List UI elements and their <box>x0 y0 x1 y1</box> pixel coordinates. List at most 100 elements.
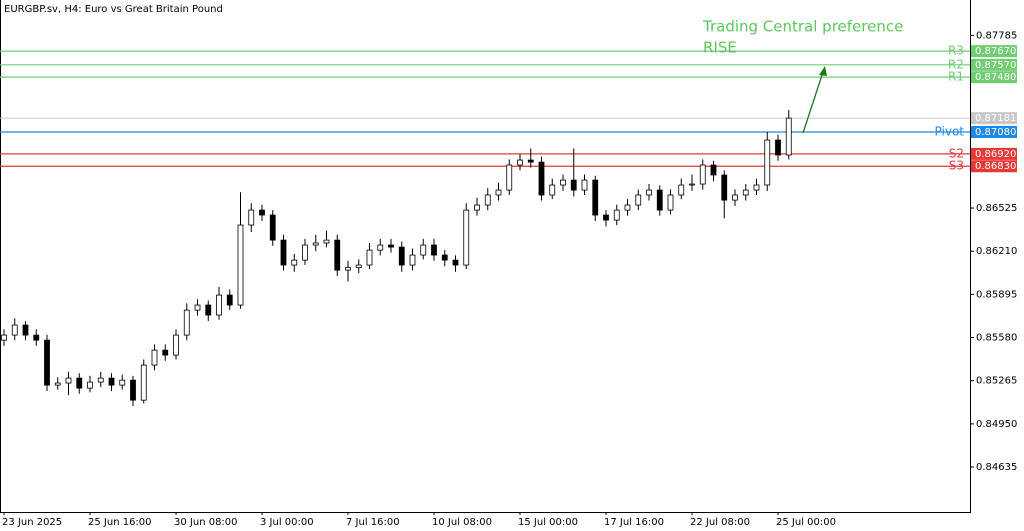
candle-body <box>355 264 362 269</box>
current-price-label: 0.87181 <box>975 113 1016 124</box>
annotation: RISE <box>703 39 737 57</box>
candle-body <box>678 184 685 196</box>
candle-body <box>334 239 341 271</box>
candle-body <box>581 179 588 191</box>
level-name: Pivot <box>935 124 965 138</box>
candle-body <box>431 244 437 256</box>
candle-body <box>162 349 169 356</box>
candle-body <box>44 339 50 386</box>
level-name: S3 <box>949 159 964 173</box>
level-box <box>971 45 1017 58</box>
candle-body <box>635 194 642 206</box>
candle-body <box>54 382 61 386</box>
candle-body <box>216 294 222 316</box>
candle-body <box>570 179 577 191</box>
candle-body <box>517 159 523 166</box>
level-price-label: 0.87480 <box>975 72 1016 83</box>
candle-body <box>269 214 276 241</box>
level-name: S2 <box>949 146 964 160</box>
candle-body <box>291 259 298 266</box>
candle-body <box>452 259 459 266</box>
x-tick-label: 22 Jul 08:00 <box>690 517 750 528</box>
candle-body <box>775 139 781 156</box>
candle-body <box>742 189 749 196</box>
candle-body <box>667 194 674 211</box>
candle-body <box>97 377 104 383</box>
candle-body <box>613 209 620 221</box>
x-tick-label: 15 Jul 00:00 <box>518 517 578 528</box>
y-tick-label: 0.87785 <box>976 30 1017 41</box>
y-tick-label: 0.84950 <box>976 419 1017 430</box>
candle-body <box>237 224 244 306</box>
current-price-box <box>971 112 1017 125</box>
level-price-label: 0.87570 <box>975 60 1016 71</box>
y-tick-label: 0.85580 <box>976 333 1017 344</box>
candle-body <box>538 161 545 196</box>
candle-body <box>345 267 351 271</box>
candle-body <box>699 164 706 185</box>
candle-body <box>388 244 394 248</box>
candle-body <box>689 183 695 186</box>
level-name: R2 <box>948 57 964 71</box>
x-tick-label: 25 Jul 00:00 <box>776 517 836 528</box>
candle-body <box>33 334 40 341</box>
candle-body <box>87 381 93 389</box>
annotation: Trading Central preference <box>702 18 903 36</box>
level-box <box>971 125 1017 138</box>
candle-body <box>194 304 201 311</box>
level-name: R1 <box>948 70 964 84</box>
candle-body <box>302 244 308 261</box>
candle-body <box>527 159 534 163</box>
chart-title: EURGBP.sv, H4: Euro vs Great Britain Pou… <box>4 4 223 15</box>
candle-body <box>398 246 405 266</box>
arrow-head <box>819 66 827 76</box>
arrow-shaft <box>802 71 824 134</box>
candle-body <box>624 204 631 211</box>
candle-body <box>441 254 448 261</box>
y-tick-label: 0.85895 <box>976 289 1017 300</box>
candle-body <box>22 324 29 336</box>
x-tick-label: 25 Jun 16:00 <box>88 517 152 528</box>
level-price-label: 0.86830 <box>975 161 1016 172</box>
level-price-label: 0.86920 <box>975 149 1016 160</box>
candle-body <box>280 239 287 266</box>
candle-body <box>592 179 599 216</box>
candle-body <box>484 194 491 206</box>
candle-body <box>323 239 330 244</box>
level-price-label: 0.87080 <box>975 127 1016 138</box>
x-tick-label: 7 Jul 16:00 <box>346 517 400 528</box>
candle-body <box>130 379 136 401</box>
candle-body <box>463 209 470 266</box>
candle-body <box>495 189 502 196</box>
candle-body <box>119 379 126 386</box>
candle-body <box>108 377 115 386</box>
candle-body <box>721 174 728 201</box>
candle-body <box>11 324 18 336</box>
plot <box>0 50 970 407</box>
y-tick-label: 0.86525 <box>976 203 1017 214</box>
y-tick-label: 0.85265 <box>976 376 1017 387</box>
x-tick-label: 23 Jun 2025 <box>2 517 62 528</box>
x-tick-label: 17 Jul 16:00 <box>604 517 664 528</box>
candle-body <box>366 249 373 266</box>
x-tick-label: 10 Jul 08:00 <box>432 517 492 528</box>
candle-body <box>474 204 480 211</box>
candle-body <box>420 244 427 256</box>
candle-body <box>764 139 771 186</box>
candle-body <box>506 164 513 191</box>
level-box <box>971 71 1017 84</box>
level-box <box>971 58 1017 71</box>
candle-body <box>409 254 416 266</box>
candle-body <box>183 309 190 336</box>
level-price-label: 0.87670 <box>975 46 1016 57</box>
candle-body <box>377 244 384 251</box>
candle-body <box>76 377 83 389</box>
candle-body <box>248 209 255 226</box>
candle-body <box>151 349 158 366</box>
candle-body <box>603 214 609 221</box>
level-name: R3 <box>948 44 964 58</box>
candle-body <box>549 184 556 196</box>
y-tick-label: 0.84635 <box>976 462 1017 473</box>
